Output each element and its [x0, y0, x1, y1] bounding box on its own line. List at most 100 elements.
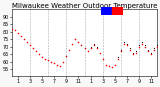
Point [44, 58, 46, 59]
Point [32, 47, 34, 49]
Point [62, 61, 65, 62]
Point [50, 61, 52, 62]
Point [17, 32, 19, 34]
Point [111, 67, 113, 68]
Point [135, 52, 137, 53]
Point [83, 47, 86, 49]
Point [153, 47, 156, 49]
Point [35, 50, 37, 52]
Point [53, 62, 56, 64]
Point [89, 46, 92, 47]
Point [74, 38, 77, 40]
Point [104, 64, 107, 65]
Point [29, 44, 31, 46]
Point [32, 47, 34, 49]
Point [29, 44, 31, 46]
Point [135, 50, 137, 52]
Point [86, 50, 89, 52]
Point [47, 59, 49, 61]
Point [41, 56, 43, 58]
Point [47, 59, 49, 61]
Point [126, 43, 128, 44]
Point [23, 38, 25, 40]
Point [150, 53, 152, 55]
Point [120, 50, 122, 52]
Point [68, 49, 71, 50]
Point [98, 52, 101, 53]
Point [35, 50, 37, 52]
Point [65, 55, 68, 56]
Point [41, 56, 43, 58]
Point [68, 49, 71, 50]
Point [141, 43, 143, 44]
Text: Milwaukee Weather Outdoor Temperature vs Heat Index (24 Hours): Milwaukee Weather Outdoor Temperature vs… [12, 3, 160, 9]
Point [104, 64, 107, 65]
Point [116, 58, 119, 59]
Point [108, 65, 110, 67]
Point [144, 44, 146, 46]
Point [116, 56, 119, 58]
Point [26, 41, 28, 43]
Point [26, 41, 28, 43]
Point [77, 41, 80, 43]
Point [98, 52, 101, 53]
Point [147, 49, 149, 50]
Point [150, 52, 152, 53]
Point [59, 65, 62, 67]
Point [20, 35, 22, 37]
Point [86, 50, 89, 52]
Point [44, 58, 46, 59]
Point [83, 47, 86, 49]
Point [14, 29, 16, 31]
Point [50, 61, 52, 62]
Point [65, 55, 68, 56]
Point [38, 53, 40, 55]
Point [11, 28, 13, 29]
Point [17, 32, 19, 34]
Point [92, 43, 95, 44]
Point [59, 65, 62, 67]
Point [141, 41, 143, 43]
Point [138, 46, 140, 47]
Point [101, 58, 104, 59]
Point [71, 43, 74, 44]
Point [126, 44, 128, 46]
Point [101, 58, 104, 59]
Point [111, 67, 113, 68]
Point [147, 50, 149, 52]
Point [123, 41, 125, 43]
Point [95, 46, 98, 47]
Point [56, 64, 59, 65]
Point [53, 62, 56, 64]
Point [129, 49, 131, 50]
Point [114, 64, 116, 65]
Point [80, 44, 83, 46]
Bar [101, 7, 112, 15]
Point [62, 61, 65, 62]
Point [80, 44, 83, 46]
Point [71, 43, 74, 44]
Point [89, 47, 92, 49]
Point [114, 64, 116, 65]
Point [108, 65, 110, 67]
Point [38, 53, 40, 55]
Point [156, 44, 159, 46]
Point [132, 52, 134, 53]
Point [153, 49, 156, 50]
Bar [112, 7, 123, 15]
Point [74, 38, 77, 40]
Point [144, 46, 146, 47]
Point [129, 47, 131, 49]
Point [11, 28, 13, 29]
Point [138, 44, 140, 46]
Point [20, 35, 22, 37]
Point [123, 43, 125, 44]
Point [56, 64, 59, 65]
Point [92, 44, 95, 46]
Point [132, 53, 134, 55]
Point [23, 38, 25, 40]
Point [95, 47, 98, 49]
Point [156, 46, 159, 47]
Point [77, 41, 80, 43]
Point [14, 29, 16, 31]
